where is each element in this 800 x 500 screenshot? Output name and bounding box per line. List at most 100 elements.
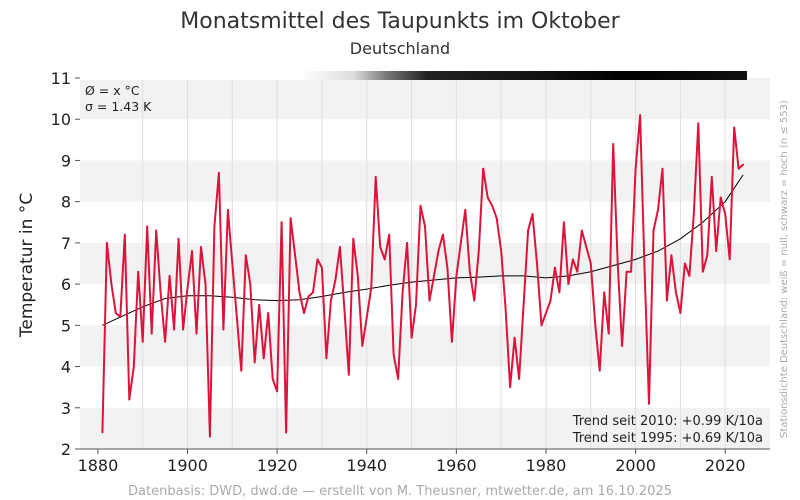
station-density-note: Stationsdichte Deutschland: weiß = null,… [779,100,790,438]
dew-point-1881 [101,431,104,434]
dew-point-1882 [105,241,108,244]
dew-point-1992 [598,369,601,372]
dew-point-2016 [706,254,709,257]
dew-point-1900 [186,287,189,290]
dew-point-2007 [666,299,668,302]
dew-point-1989 [585,246,588,248]
dew-point-1884 [114,312,117,314]
dew-point-1890 [141,340,144,343]
dew-point-1904 [204,283,207,286]
dew-point-1885 [119,316,122,318]
chart-subtitle: Deutschland [350,39,450,58]
dew-point-1923 [289,217,292,220]
dew-point-1952 [419,204,422,207]
dew-point-1894 [159,291,162,294]
dew-point-1967 [486,196,489,199]
dew-point-1977 [531,213,534,215]
y-tick-label-6: 6 [61,275,71,294]
dew-point-1972 [509,386,512,389]
dew-point-1954 [428,299,431,302]
dew-point-1921 [280,221,283,224]
dew-point-1951 [415,303,417,306]
dew-point-1896 [168,274,171,277]
dew-point-1927 [307,295,310,298]
band-8 [80,160,770,202]
dew-point-1888 [132,365,135,368]
dew-point-2006 [661,167,664,170]
dew-point-1990 [589,262,592,265]
dew-point-1931 [325,357,328,360]
dew-point-2012 [688,274,691,277]
dew-point-1995 [612,143,615,145]
dew-point-1980 [545,312,547,314]
dew-point-1945 [388,233,391,236]
dew-point-2014 [697,122,700,125]
dew-point-2001 [639,114,641,116]
dew-point-1956 [437,250,440,253]
dew-point-1960 [455,274,458,277]
dew-point-1996 [616,262,619,265]
dew-point-1997 [621,345,624,347]
sigma-label: σ = 1.43 K [85,99,152,114]
dew-point-1948 [401,291,404,294]
dew-point-1898 [177,237,180,240]
dew-point-1893 [155,229,158,232]
dew-point-1934 [338,246,341,248]
dew-point-1957 [442,233,444,236]
dew-point-1905 [209,435,211,438]
dew-point-2020 [724,213,727,215]
dew-point-2015 [701,270,704,273]
dew-point-1994 [607,332,610,335]
dew-point-1913 [244,254,247,257]
dew-point-1926 [303,312,305,314]
dew-point-2000 [634,167,637,170]
y-tick-label-5: 5 [61,316,71,335]
dew-point-1887 [128,398,131,401]
dew-point-1895 [164,340,167,343]
y-tick-label-7: 7 [61,234,71,253]
dew-point-1946 [392,353,395,356]
dew-point-1953 [424,225,426,228]
dew-point-1955 [433,274,435,277]
dew-point-2010 [679,312,682,314]
dew-point-1906 [213,225,216,228]
dew-point-1907 [217,171,220,174]
x-tick-label-1880: 1880 [78,456,119,475]
dew-point-2005 [657,209,659,211]
dew-point-1911 [235,316,238,318]
dew-point-1929 [316,258,319,261]
dew-point-1903 [200,246,202,248]
footer-credit: Datenbasis: DWD, dwd.de — erstellt von M… [128,484,672,499]
dew-point-1974 [518,378,520,380]
dew-point-1918 [267,312,270,314]
dew-point-1963 [468,270,471,273]
y-tick-label-2: 2 [61,440,71,459]
y-axis-label: Temperatur in °C [17,193,37,338]
dew-point-1886 [123,233,126,236]
dew-point-1993 [603,291,606,294]
dew-point-1965 [477,250,480,253]
dew-point-1909 [226,209,229,211]
dew-point-1901 [191,250,193,253]
dew-point-1942 [374,176,377,178]
x-tick-label-1900: 1900 [167,456,208,475]
dew-point-1943 [379,246,382,248]
dew-point-1998 [625,270,628,273]
dew-point-1982 [554,266,556,269]
dew-point-1944 [383,258,386,261]
dew-point-1925 [298,291,301,294]
dew-point-1889 [137,270,140,273]
background-bands [80,78,770,449]
dew-point-1939 [361,345,364,347]
dew-point-1962 [464,209,467,211]
y-tick-label-8: 8 [61,193,71,212]
band-6 [80,242,770,285]
dew-point-2022 [733,126,736,129]
dew-point-1924 [294,254,296,257]
dew-point-1975 [522,303,525,306]
dew-point-1987 [576,270,579,273]
dew-point-1986 [571,258,574,261]
dew-point-1932 [330,299,332,302]
dew-point-1919 [271,378,274,380]
